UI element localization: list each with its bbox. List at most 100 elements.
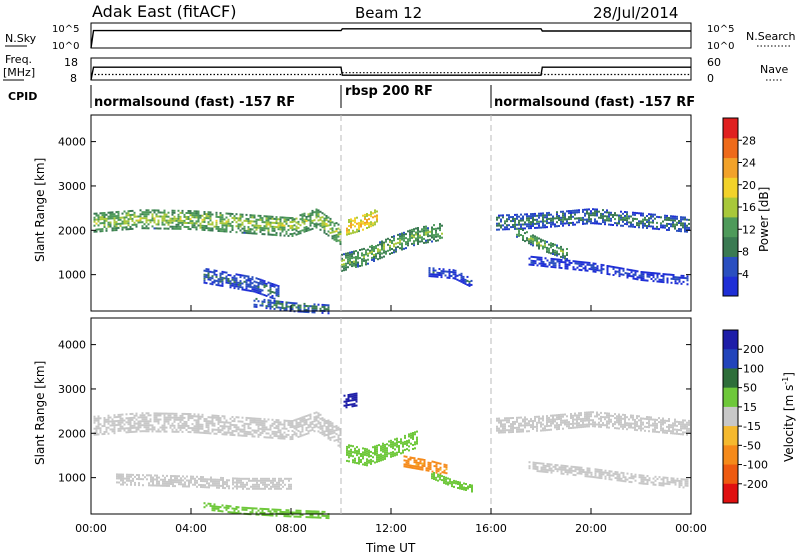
range-gate-cell [209, 215, 212, 218]
range-gate-cell [638, 222, 640, 225]
range-gate-cell [500, 220, 502, 223]
range-gate-cell [354, 231, 356, 234]
range-gate-cell [682, 478, 685, 481]
range-gate-cell [280, 487, 282, 490]
range-gate-cell [391, 236, 393, 238]
range-gate-cell [95, 433, 98, 436]
range-gate-cell [536, 256, 539, 259]
range-gate-cell [261, 509, 264, 512]
range-gate-cell [273, 283, 276, 286]
range-gate-cell [353, 262, 355, 265]
range-gate-cell [177, 209, 180, 212]
range-gate-cell [210, 476, 212, 479]
range-gate-cell [207, 278, 210, 281]
range-gate-cell [544, 470, 547, 473]
range-gate-cell [93, 417, 96, 420]
range-gate-cell [187, 425, 190, 427]
range-gate-cell [528, 240, 530, 243]
range-gate-cell [125, 413, 128, 416]
range-gate-cell [526, 231, 528, 234]
range-gate-cell [165, 420, 168, 423]
range-gate-cell [155, 213, 158, 216]
range-gate-cell [534, 222, 536, 225]
range-gate-cell [554, 253, 556, 256]
range-gate-cell [117, 216, 120, 219]
range-gate-cell [271, 432, 274, 435]
range-gate-cell [147, 223, 150, 226]
range-gate-cell [339, 434, 342, 436]
velocity-y-axis-label: Slant Range [km] [33, 361, 47, 465]
range-gate-cell [674, 215, 676, 218]
range-gate-cell [243, 428, 246, 431]
range-gate-cell [562, 248, 564, 251]
range-gate-cell [528, 221, 530, 224]
range-gate-cell [163, 211, 166, 214]
y-tick-label: 3000 [58, 180, 86, 193]
range-gate-cell [348, 221, 350, 223]
range-gate-cell [610, 418, 612, 421]
range-gate-cell [556, 416, 558, 419]
range-gate-cell [239, 219, 242, 222]
range-gate-cell [421, 462, 424, 465]
range-gate-cell [380, 459, 382, 462]
range-gate-cell [95, 419, 98, 422]
range-gate-cell [263, 215, 266, 218]
range-gate-cell [433, 234, 435, 237]
range-gate-cell [127, 421, 130, 424]
range-gate-cell [686, 484, 689, 487]
range-gate-cell [313, 424, 316, 427]
range-gate-cell [205, 276, 208, 279]
range-gate-cell [164, 478, 166, 481]
range-gate-cell [544, 216, 546, 219]
range-gate-cell [305, 220, 308, 222]
range-gate-cell [388, 444, 390, 447]
range-gate-cell [162, 478, 164, 481]
range-gate-cell [193, 224, 196, 227]
range-gate-cell [197, 214, 200, 217]
range-gate-cell [142, 484, 144, 487]
range-gate-cell [415, 239, 417, 242]
range-gate-cell [600, 419, 602, 422]
range-gate-cell [180, 481, 182, 484]
range-gate-cell [227, 218, 230, 221]
range-gate-cell [141, 424, 144, 427]
range-gate-cell [139, 221, 142, 224]
freq-series-line [90, 66, 691, 81]
range-gate-cell [239, 217, 242, 220]
range-gate-cell [271, 424, 274, 427]
range-gate-cell [429, 238, 431, 241]
range-gate-cell [435, 229, 437, 232]
range-time-band [93, 411, 342, 448]
range-gate-cell [137, 422, 140, 425]
range-gate-cell [267, 219, 270, 222]
range-gate-cell [109, 221, 112, 224]
range-gate-cell [265, 305, 268, 308]
range-gate-cell [323, 430, 326, 433]
range-gate-cell [161, 221, 164, 224]
range-gate-cell [528, 225, 530, 228]
range-gate-cell [335, 429, 338, 432]
range-gate-cell [238, 481, 240, 484]
range-gate-cell [158, 482, 160, 485]
range-gate-cell [205, 430, 208, 433]
range-gate-cell [275, 421, 278, 424]
range-gate-cell [313, 418, 316, 421]
range-gate-cell [349, 395, 352, 398]
range-gate-cell [329, 420, 332, 423]
range-gate-cell [253, 507, 256, 510]
range-gate-cell [674, 428, 676, 431]
range-gate-cell [616, 214, 618, 217]
range-gate-cell [346, 451, 348, 454]
range-gate-cell [279, 435, 282, 438]
range-gate-cell [620, 423, 622, 426]
range-gate-cell [566, 471, 569, 474]
range-gate-cell [580, 470, 583, 473]
range-gate-cell [666, 478, 669, 481]
range-gate-cell [243, 430, 246, 433]
range-gate-cell [512, 220, 514, 222]
range-gate-cell [427, 467, 430, 470]
range-gate-cell [207, 215, 210, 218]
range-gate-cell [512, 218, 514, 220]
range-gate-cell [506, 224, 508, 227]
range-gate-cell [638, 425, 640, 428]
